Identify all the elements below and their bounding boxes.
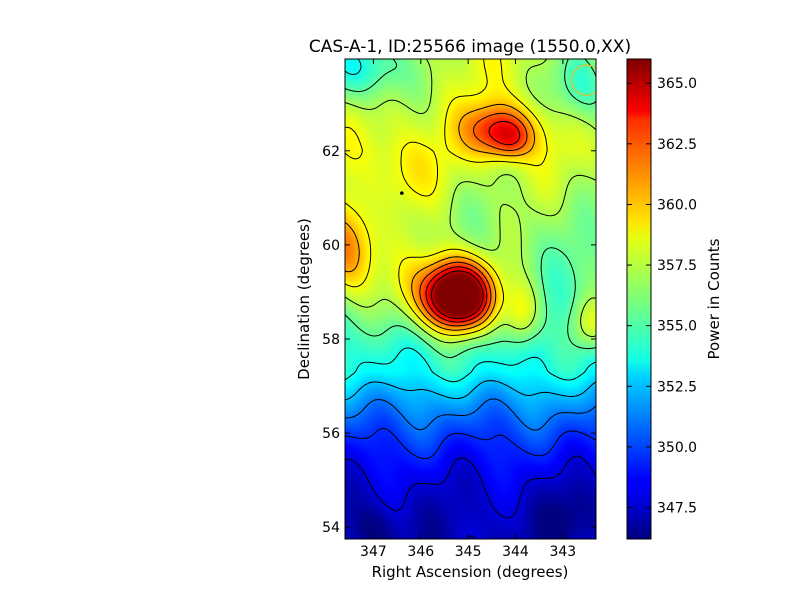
contour-line bbox=[345, 59, 596, 383]
colorbar-gradient bbox=[627, 59, 651, 539]
plot-area bbox=[345, 59, 596, 539]
colorbar-tick-label: 347.5 bbox=[657, 500, 697, 516]
x-axis-label: Right Ascension (degrees) bbox=[372, 563, 569, 581]
contour-line bbox=[430, 270, 484, 319]
x-tick-label: 344 bbox=[502, 544, 529, 560]
contour-line bbox=[419, 112, 528, 327]
colorbar-frame bbox=[626, 58, 652, 540]
marker-layer bbox=[400, 64, 596, 195]
plot-frame bbox=[344, 58, 597, 540]
heatmap-image bbox=[345, 59, 596, 539]
colorbar-tick-label: 357.5 bbox=[657, 258, 697, 274]
y-axis-label: Declination (degrees) bbox=[295, 218, 313, 380]
contour-line bbox=[345, 59, 548, 336]
colorbar-tick-label: 355.0 bbox=[657, 319, 697, 335]
colorbar-tick-label: 360.0 bbox=[657, 197, 697, 213]
x-tick-label: 347 bbox=[360, 544, 387, 560]
colorbar-tick-label: 352.5 bbox=[657, 379, 697, 395]
x-tick-label: 346 bbox=[407, 544, 434, 560]
contour-line bbox=[425, 120, 521, 323]
contour-line bbox=[345, 455, 596, 539]
colorbar: 347.5 350.0 352.5 355.0 357.5 360.0 362.5 365.0… bbox=[626, 58, 723, 540]
contour-line bbox=[345, 103, 536, 331]
chart-title: CAS-A-1, ID:25566 image (1550.0,XX) bbox=[309, 37, 631, 57]
x-tick-label: 343 bbox=[549, 544, 576, 560]
contour-line bbox=[345, 427, 596, 460]
x-axis: 347 346 345 344 343 bbox=[360, 59, 576, 560]
contour-line bbox=[345, 398, 596, 431]
y-tick-label: 62 bbox=[322, 144, 340, 160]
contour-lines bbox=[345, 59, 596, 539]
colorbar-tick-label: 362.5 bbox=[657, 137, 697, 153]
y-tick-label: 60 bbox=[322, 238, 340, 254]
y-tick-label: 56 bbox=[322, 426, 340, 442]
colorbar-ticks: 347.5 350.0 352.5 355.0 357.5 360.0 362.5 365.0 bbox=[627, 76, 697, 516]
contour-line bbox=[345, 380, 596, 401]
colorbar-tick-label: 365.0 bbox=[657, 76, 697, 92]
colorbar-label: Power in Counts bbox=[705, 238, 723, 359]
source-dot-marker bbox=[400, 191, 404, 195]
x-tick-label: 345 bbox=[455, 544, 482, 560]
y-tick-label: 58 bbox=[322, 332, 340, 348]
source-circle-marker bbox=[570, 64, 596, 96]
colorbar-tick-label: 350.0 bbox=[657, 440, 697, 456]
y-axis: 54 56 58 60 62 bbox=[322, 144, 596, 536]
y-tick-label: 54 bbox=[322, 520, 340, 536]
